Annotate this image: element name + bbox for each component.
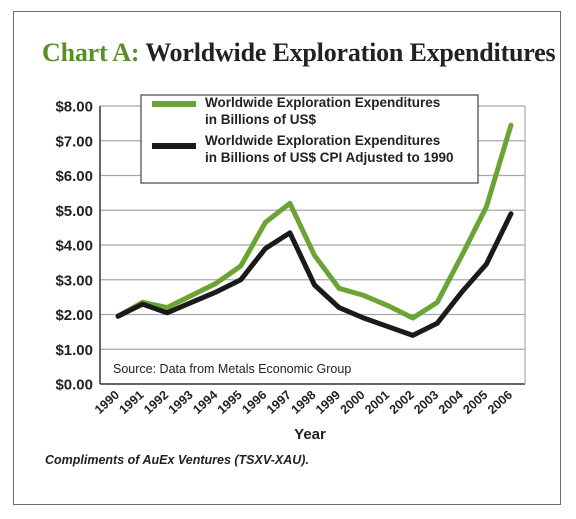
legend-label: in Billions of US$ xyxy=(205,112,316,127)
legend-label: in Billions of US$ CPI Adjusted to 1990 xyxy=(205,150,454,165)
chart-title: Chart A: Worldwide Exploration Expenditu… xyxy=(42,38,556,68)
series-line-cpi-adjusted xyxy=(115,211,514,338)
legend-box xyxy=(140,94,479,184)
x-tick-label: 2006 xyxy=(485,388,515,417)
x-tick-label: 1990 xyxy=(92,388,122,417)
x-tick-label: 1991 xyxy=(117,388,147,417)
chart-title-prefix: Chart A: xyxy=(42,38,140,67)
x-tick-label: 2000 xyxy=(338,388,368,417)
x-tick-label: 1994 xyxy=(190,388,220,417)
x-tick-label: 1996 xyxy=(239,388,269,417)
x-axis-title: Year xyxy=(294,426,326,443)
x-tick-label: 2002 xyxy=(387,388,417,417)
x-tick-label: 2005 xyxy=(460,388,490,417)
x-tick-label: 1993 xyxy=(166,388,196,417)
y-tick-label: $7.00 xyxy=(55,133,93,150)
y-tick-label: $8.00 xyxy=(55,99,93,116)
x-tick-label: 1995 xyxy=(215,388,245,417)
y-tick-label: $4.00 xyxy=(55,238,93,255)
y-tick-label: $1.00 xyxy=(55,342,93,359)
x-tick-label: 2003 xyxy=(411,388,441,417)
x-tick-label: 1997 xyxy=(264,388,294,417)
y-tick-label: $0.00 xyxy=(55,377,93,394)
y-tick-label: $6.00 xyxy=(55,168,93,185)
source-annotation: Source: Data from Metals Economic Group xyxy=(113,362,351,376)
chart-title-text: Worldwide Exploration Expenditures xyxy=(145,38,556,67)
x-tick-label: 2001 xyxy=(362,388,392,417)
legend-label: Worldwide Exploration Expenditures xyxy=(205,95,440,110)
y-tick-label: $5.00 xyxy=(55,203,93,220)
series-line-nominal xyxy=(115,122,514,321)
y-tick-label: $2.00 xyxy=(55,307,93,324)
legend-label: Worldwide Exploration Expenditures xyxy=(205,133,440,148)
y-tick-label: $3.00 xyxy=(55,272,93,289)
x-tick-label: 1999 xyxy=(313,388,343,417)
x-tick-label: 2004 xyxy=(436,388,466,417)
x-tick-label: 1998 xyxy=(288,388,318,417)
chart-frame xyxy=(13,11,561,505)
x-tick-label: 1992 xyxy=(141,388,171,417)
credit-note: Compliments of AuEx Ventures (TSXV-XAU). xyxy=(45,453,309,467)
